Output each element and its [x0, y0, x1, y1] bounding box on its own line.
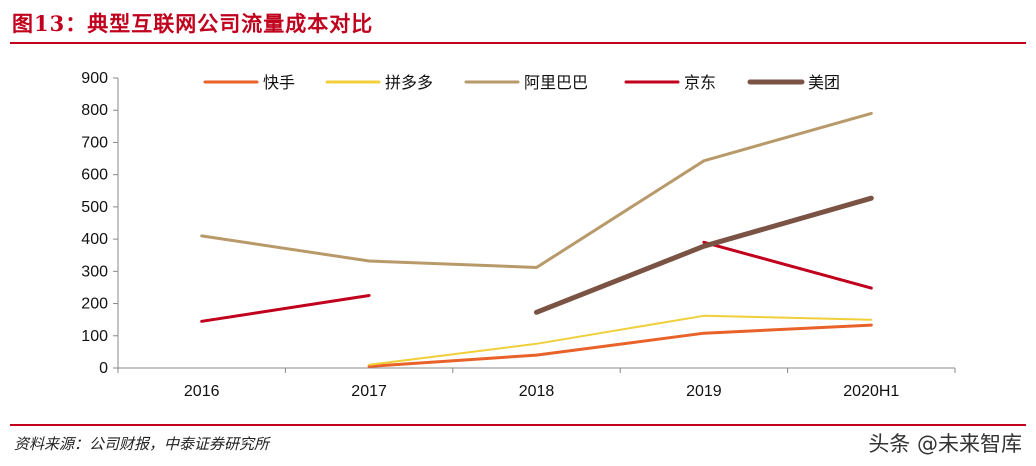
series-line-4 — [702, 240, 873, 290]
series-line-4 — [200, 294, 371, 323]
series-line-2 — [368, 314, 873, 366]
x-tick-label: 2016 — [184, 383, 220, 400]
x-tick-label: 2017 — [351, 383, 387, 400]
y-tick-label: 800 — [81, 102, 108, 119]
chart-series — [200, 111, 874, 368]
watermark: 头条 @未来智库 — [868, 432, 1022, 456]
y-tick-label: 100 — [81, 328, 108, 345]
chart-legend: 快手 拼多多 阿里巴巴 京东 美团 — [203, 73, 840, 92]
y-tick-label: 400 — [81, 231, 108, 248]
source-note: 资料来源：公司财报，中泰证券研究所 — [14, 435, 270, 453]
x-tick-label: 2018 — [519, 383, 555, 400]
series-line-5 — [534, 195, 874, 315]
legend-label-3: 阿里巴巴 — [524, 73, 588, 92]
legend-label-4: 京东 — [684, 73, 716, 92]
y-tick-label: 300 — [81, 263, 108, 280]
legend-label-2: 拼多多 — [385, 73, 433, 92]
series-line-1 — [367, 323, 873, 368]
chart-title: 图13：典型互联网公司流量成本对比 — [12, 11, 374, 36]
legend-label-1: 快手 — [263, 73, 295, 92]
title-divider — [10, 42, 1026, 44]
legend-label-5: 美团 — [808, 73, 840, 92]
y-tick-label: 500 — [81, 199, 108, 216]
y-tick-label: 700 — [81, 134, 108, 151]
series-line-3 — [200, 111, 873, 269]
y-tick-label: 900 — [81, 70, 108, 87]
chart-axes: 0 100 200 300 400 500 600 700 800 900 2016 2017 2018… — [81, 70, 956, 400]
x-tick-label: 2020H1 — [843, 383, 899, 400]
x-tick-label: 2019 — [686, 383, 722, 400]
y-tick-label: 200 — [81, 296, 108, 313]
y-tick-label: 600 — [81, 167, 108, 184]
footer-divider — [10, 424, 1026, 426]
y-tick-label: 0 — [99, 360, 108, 377]
